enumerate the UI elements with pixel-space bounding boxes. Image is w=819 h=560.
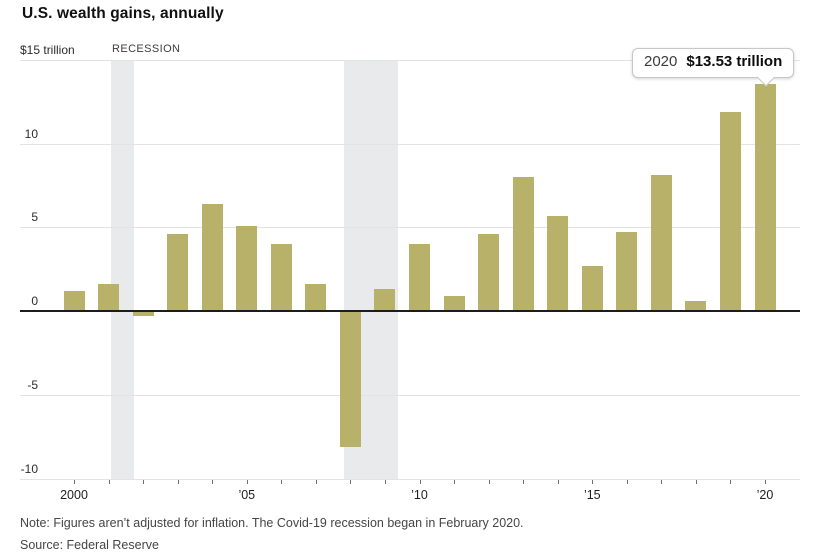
x-tick-2015 bbox=[592, 480, 594, 484]
x-tick-label-2005: ’05 bbox=[238, 488, 256, 502]
zero-baseline bbox=[20, 310, 800, 312]
bar-2010 bbox=[409, 244, 430, 311]
gridline--10 bbox=[20, 479, 800, 480]
x-tick-2011 bbox=[454, 480, 455, 484]
bar-2014 bbox=[547, 215, 569, 311]
bar-2005 bbox=[236, 225, 258, 311]
x-tick-label-2000: 2000 bbox=[60, 488, 88, 502]
bar-2000 bbox=[63, 290, 85, 311]
annotation-value: $13.53 trillion bbox=[686, 53, 783, 70]
y-tick-label-10: 10 bbox=[24, 127, 38, 141]
x-tick-2014 bbox=[557, 480, 559, 484]
bar-2018 bbox=[685, 300, 707, 311]
x-tick-2002 bbox=[143, 480, 145, 484]
x-tick-2016 bbox=[626, 480, 628, 484]
bar-2013 bbox=[512, 177, 534, 311]
bar-2012 bbox=[478, 233, 500, 311]
x-tick-2010 bbox=[419, 480, 421, 484]
recession-label: RECESSION bbox=[112, 43, 181, 55]
note-text: Note: Figures aren’t adjusted for inflat… bbox=[20, 516, 524, 530]
chart-title: U.S. wealth gains, annually bbox=[22, 5, 224, 22]
gridline--5 bbox=[20, 395, 800, 396]
gridline-15 bbox=[20, 60, 800, 61]
x-tick-2013 bbox=[523, 480, 525, 484]
y-tick-label--5: -5 bbox=[27, 378, 38, 392]
bar-2007 bbox=[305, 284, 327, 311]
x-tick-2019 bbox=[730, 480, 732, 484]
bar-2020 bbox=[754, 84, 776, 311]
x-tick-2005 bbox=[246, 480, 248, 484]
x-tick-2001 bbox=[108, 480, 110, 484]
bar-2016 bbox=[616, 232, 638, 311]
bar-2019 bbox=[719, 111, 741, 311]
x-tick-2012 bbox=[488, 480, 490, 484]
bar-2015 bbox=[581, 265, 603, 311]
x-tick-2007 bbox=[315, 480, 317, 484]
bar-2003 bbox=[167, 233, 189, 311]
bar-2009 bbox=[374, 289, 396, 311]
plot-area: $15 trillion 10 5 0 -5 -10 2000 ’05 ’10 ’15 ’20 bbox=[20, 43, 800, 502]
bar-2008 bbox=[339, 311, 361, 447]
y-tick-label-0: 0 bbox=[31, 294, 38, 308]
recession-band-1 bbox=[111, 60, 135, 480]
source-text: Source: Federal Reserve bbox=[20, 538, 159, 552]
y-tick-label-5: 5 bbox=[31, 210, 38, 224]
bar-2017 bbox=[650, 175, 672, 311]
bar-2002 bbox=[132, 311, 154, 316]
bar-2001 bbox=[98, 284, 119, 311]
x-tick-2004 bbox=[212, 480, 214, 484]
gridline-10 bbox=[20, 144, 800, 145]
x-tick-2020 bbox=[765, 480, 766, 484]
bar-2004 bbox=[201, 203, 223, 311]
x-tick-2008 bbox=[350, 480, 352, 484]
annotation-callout: 2020 $13.53 trillion bbox=[632, 48, 795, 86]
y-tick-label--10: -10 bbox=[20, 462, 38, 476]
bar-2006 bbox=[270, 244, 292, 311]
x-tick-2018 bbox=[695, 480, 697, 484]
x-tick-2006 bbox=[281, 480, 283, 484]
x-tick-2000 bbox=[74, 480, 75, 484]
annotation-year: 2020 bbox=[644, 53, 678, 70]
x-tick-2009 bbox=[384, 480, 386, 484]
x-tick-label-2015: ’15 bbox=[583, 488, 601, 502]
bar-2011 bbox=[443, 295, 465, 311]
y-axis-unit-label: $15 trillion bbox=[20, 43, 75, 57]
gridline-5 bbox=[20, 227, 800, 228]
x-tick-label-2010: ’10 bbox=[411, 488, 428, 502]
x-tick-2017 bbox=[661, 480, 663, 484]
x-tick-2003 bbox=[177, 480, 179, 484]
x-tick-label-2020: ’20 bbox=[756, 488, 774, 502]
